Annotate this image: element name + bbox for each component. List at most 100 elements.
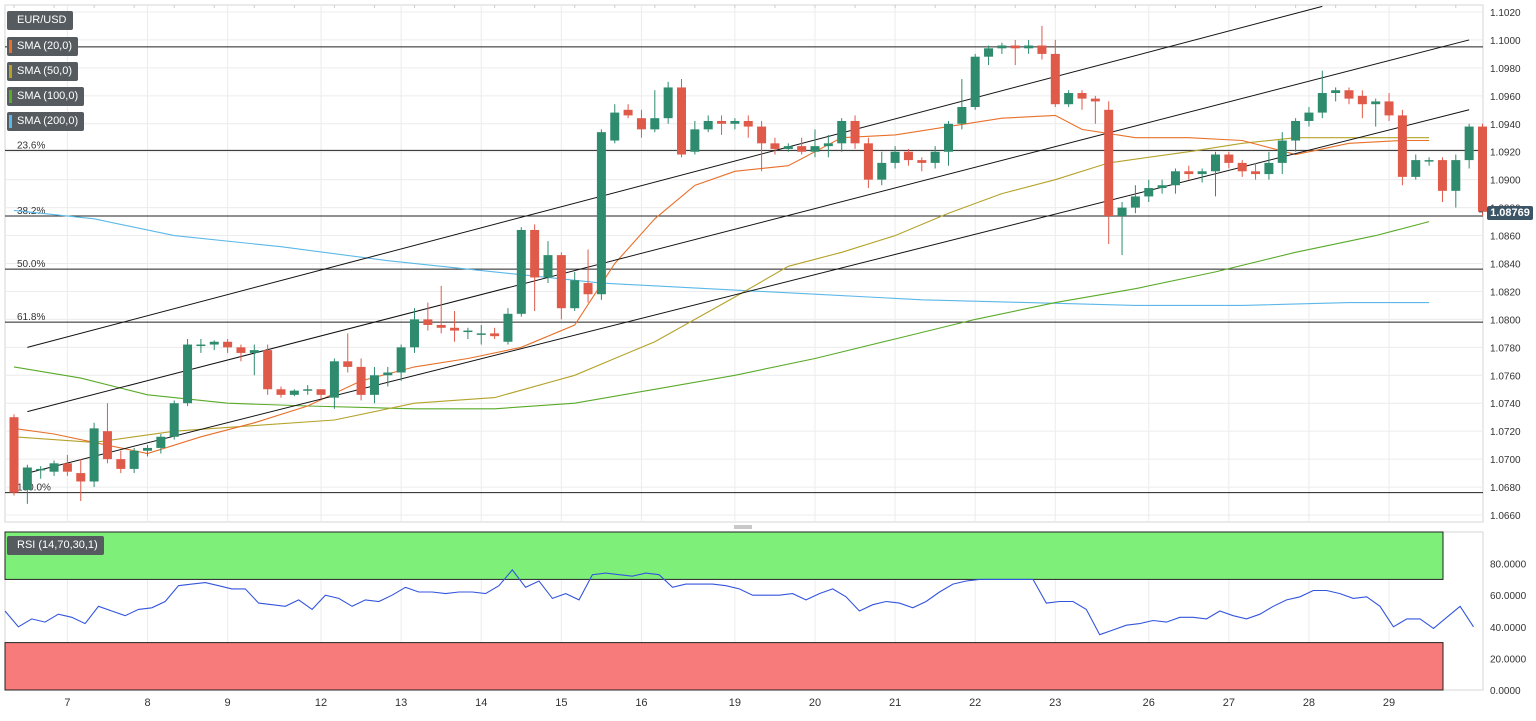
candle-body[interactable] <box>343 361 353 367</box>
candle-body[interactable] <box>890 151 900 163</box>
candle-body[interactable] <box>1478 126 1487 212</box>
candle-body[interactable] <box>196 344 206 347</box>
candle-body[interactable] <box>1384 101 1394 116</box>
candle-body[interactable] <box>516 229 526 314</box>
candle-body[interactable] <box>1224 154 1234 163</box>
candle-body[interactable] <box>984 48 994 57</box>
candle-body[interactable] <box>369 375 379 395</box>
candle-body[interactable] <box>530 229 540 278</box>
candle-body[interactable] <box>717 120 727 124</box>
candle-body[interactable] <box>1010 45 1020 49</box>
candle-body[interactable] <box>1157 185 1167 189</box>
candle-body[interactable] <box>410 319 419 348</box>
candle-body[interactable] <box>156 436 166 448</box>
candle-body[interactable] <box>703 120 713 130</box>
candle-body[interactable] <box>129 450 139 469</box>
candle-body[interactable] <box>76 473 86 482</box>
candle-body[interactable] <box>823 143 833 147</box>
candle-body[interactable] <box>289 390 299 395</box>
candle-body[interactable] <box>930 151 940 163</box>
candle-body[interactable] <box>1317 93 1327 113</box>
candle-body[interactable] <box>650 118 660 130</box>
candle-body[interactable] <box>944 123 953 152</box>
candle-body[interactable] <box>610 112 620 141</box>
candle-body[interactable] <box>636 118 646 130</box>
candle-body[interactable] <box>316 389 326 395</box>
candle-body[interactable] <box>1264 162 1274 175</box>
candle-body[interactable] <box>1090 98 1100 102</box>
candle-body[interactable] <box>490 333 500 337</box>
candle-body[interactable] <box>1451 160 1461 191</box>
candle-body[interactable] <box>49 463 59 472</box>
candle-body[interactable] <box>970 56 980 108</box>
candle-body[interactable] <box>356 366 366 395</box>
candle-body[interactable] <box>1050 53 1060 105</box>
candle-body[interactable] <box>1291 120 1301 141</box>
candle-body[interactable] <box>1424 160 1434 162</box>
candle-body[interactable] <box>476 333 486 335</box>
candle-body[interactable] <box>463 330 473 333</box>
candle-body[interactable] <box>1304 112 1314 121</box>
symbol-label[interactable]: EUR/USD <box>7 11 73 30</box>
candle-body[interactable] <box>783 146 793 149</box>
candle-body[interactable] <box>263 350 273 390</box>
candle-body[interactable] <box>570 280 580 309</box>
legend-sma-20[interactable]: SMA (20,0) <box>7 37 79 56</box>
panel-resize-handle[interactable] <box>734 525 752 529</box>
candle-body[interactable] <box>236 347 246 353</box>
candle-body[interactable] <box>223 341 233 348</box>
candle-body[interactable] <box>143 447 152 451</box>
candle-body[interactable] <box>1117 207 1127 216</box>
candle-body[interactable] <box>663 87 673 119</box>
candle-body[interactable] <box>1024 45 1034 49</box>
candle-body[interactable] <box>690 129 700 152</box>
candle-body[interactable] <box>797 146 807 152</box>
candle-body[interactable] <box>116 459 126 469</box>
candle-body[interactable] <box>596 132 606 295</box>
candle-body[interactable] <box>903 151 913 161</box>
candle-body[interactable] <box>329 361 339 398</box>
candlesticks[interactable] <box>9 25 1488 504</box>
legend-sma-200[interactable]: SMA (200,0) <box>7 112 85 131</box>
candle-body[interactable] <box>730 120 740 124</box>
candle-body[interactable] <box>1197 171 1207 175</box>
candle-body[interactable] <box>450 327 460 331</box>
legend-sma-100[interactable]: SMA (100,0) <box>7 87 85 106</box>
candle-body[interactable] <box>743 120 753 127</box>
candle-body[interactable] <box>1037 45 1047 54</box>
candle-body[interactable] <box>757 126 767 144</box>
candle-body[interactable] <box>957 107 967 124</box>
candle-body[interactable] <box>1357 95 1367 105</box>
rsi-label[interactable]: RSI (14,70,30,1) <box>7 536 104 555</box>
candle-body[interactable] <box>1277 140 1287 163</box>
candle-body[interactable] <box>22 467 32 490</box>
candle-body[interactable] <box>810 146 820 152</box>
candle-body[interactable] <box>209 341 219 345</box>
candle-body[interactable] <box>1170 171 1180 186</box>
candle-body[interactable] <box>677 87 686 155</box>
candle-body[interactable] <box>837 120 847 144</box>
candle-body[interactable] <box>1344 90 1354 99</box>
candle-body[interactable] <box>1251 171 1261 175</box>
candle-body[interactable] <box>303 389 313 391</box>
candle-body[interactable] <box>1437 160 1447 191</box>
candle-body[interactable] <box>1464 126 1474 161</box>
candle-body[interactable] <box>1064 93 1074 105</box>
candle-body[interactable] <box>1211 154 1220 172</box>
candle-body[interactable] <box>1411 160 1421 177</box>
candle-body[interactable] <box>583 283 593 295</box>
candle-body[interactable] <box>1104 109 1114 216</box>
candle-body[interactable] <box>9 417 19 493</box>
legend-sma-50[interactable]: SMA (50,0) <box>7 62 79 81</box>
candle-body[interactable] <box>423 319 433 325</box>
candle-body[interactable] <box>249 350 259 353</box>
candle-body[interactable] <box>1331 90 1341 94</box>
candle-body[interactable] <box>877 162 887 180</box>
candle-body[interactable] <box>383 372 393 376</box>
candle-body[interactable] <box>503 313 513 342</box>
candle-body[interactable] <box>62 463 72 472</box>
candle-body[interactable] <box>1397 115 1407 177</box>
candle-body[interactable] <box>1144 188 1154 197</box>
candle-body[interactable] <box>102 431 112 460</box>
candle-body[interactable] <box>89 428 99 482</box>
